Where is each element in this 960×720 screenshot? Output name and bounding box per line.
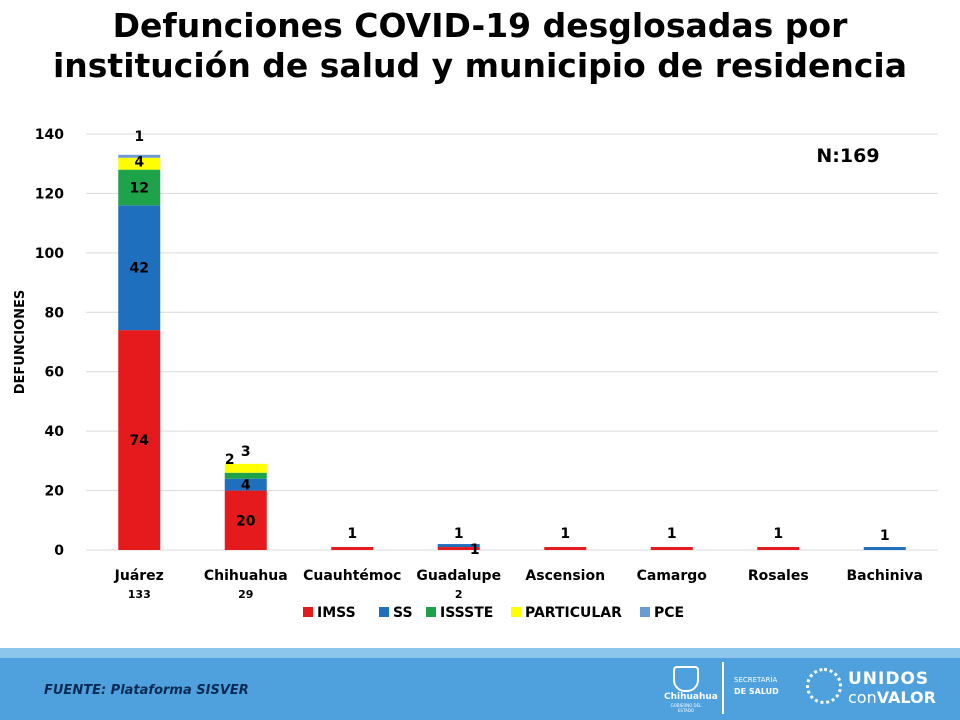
title-line-1: Defunciones COVID-19 desglosadas por bbox=[112, 6, 848, 45]
x-tick-label: Chihuahua bbox=[204, 568, 288, 584]
data-label: 1 bbox=[773, 526, 783, 542]
logo-divider bbox=[722, 662, 724, 714]
x-tick-label: Bachiniva bbox=[846, 568, 923, 584]
legend-swatch-ss bbox=[379, 607, 389, 617]
bar-ss bbox=[437, 544, 480, 548]
legend-label: ISSSTE bbox=[440, 605, 493, 621]
bar-pce bbox=[118, 154, 161, 158]
category-total-label: 29 bbox=[238, 588, 253, 601]
secretaria-line-1: SECRETARÍA bbox=[734, 676, 778, 684]
data-label: 1 bbox=[470, 542, 480, 558]
title-line-2: institución de salud y municipio de resi… bbox=[52, 46, 908, 85]
con-valor-text: conVALOR bbox=[848, 688, 936, 707]
y-tick-label: 120 bbox=[35, 186, 64, 202]
bar-particular bbox=[224, 463, 267, 473]
valor-text: VALOR bbox=[876, 688, 936, 707]
y-tick-label: 100 bbox=[35, 246, 64, 262]
legend-label: IMSS bbox=[317, 605, 356, 621]
data-label: 20 bbox=[236, 513, 256, 529]
bar-imss bbox=[757, 547, 800, 550]
data-label: 1 bbox=[347, 526, 357, 542]
chart-title: Defunciones COVID-19 desglosadas por ins… bbox=[0, 6, 960, 86]
unidos-text: UNIDOS bbox=[848, 669, 930, 689]
bar-imss bbox=[224, 490, 267, 550]
x-tick-label: Ascension bbox=[525, 568, 605, 584]
data-label: 74 bbox=[130, 433, 150, 449]
legend-label: PCE bbox=[654, 605, 684, 621]
bar-imss bbox=[118, 330, 161, 550]
shield-icon bbox=[673, 666, 699, 692]
source-text: FUENTE: Plataforma SISVER bbox=[44, 683, 249, 698]
legend-swatch-issste bbox=[426, 607, 436, 617]
bar-imss bbox=[650, 547, 693, 550]
secretaria-salud-logo: SECRETARÍA DE SALUD bbox=[734, 674, 779, 698]
y-tick-label: 140 bbox=[35, 127, 64, 143]
x-tick-label: Camargo bbox=[637, 568, 708, 584]
data-label: 1 bbox=[134, 129, 144, 145]
bar-imss bbox=[437, 547, 480, 550]
data-label: 42 bbox=[130, 261, 149, 277]
x-tick-label: Cuauhtémoc bbox=[303, 568, 401, 584]
footer-stripe bbox=[0, 648, 960, 658]
bar-imss bbox=[331, 547, 374, 550]
x-tick-label: Juárez bbox=[114, 568, 164, 584]
data-label: 4 bbox=[134, 155, 144, 171]
legend-swatch-pce bbox=[640, 607, 650, 617]
data-label: 2 bbox=[225, 452, 235, 468]
bar-imss bbox=[544, 547, 587, 550]
y-tick-label: 0 bbox=[54, 543, 64, 559]
bar-issste bbox=[224, 472, 267, 479]
footer-bar: FUENTE: Plataforma SISVER Chihuahua GOBI… bbox=[0, 648, 960, 720]
chihuahua-logo: Chihuahua GOBIERNO DEL ESTADO bbox=[664, 666, 718, 714]
legend-label: PARTICULAR bbox=[525, 605, 622, 621]
stacked-bar-chart: 020406080100120140DEFUNCIONES74421241204… bbox=[13, 127, 938, 621]
unidos-con-valor-logo: UNIDOS conVALOR bbox=[806, 666, 946, 712]
chihuahua-logo-subtext: GOBIERNO DEL ESTADO bbox=[670, 703, 702, 713]
y-tick-label: 60 bbox=[45, 365, 65, 381]
data-label: 1 bbox=[454, 526, 464, 542]
bar-issste bbox=[118, 169, 161, 206]
x-tick-label: Guadalupe bbox=[416, 568, 501, 584]
data-label: 3 bbox=[241, 444, 251, 460]
n-annotation: N:169 bbox=[816, 145, 879, 167]
data-label: 4 bbox=[241, 478, 251, 494]
legend-swatch-particular bbox=[511, 607, 521, 617]
y-axis-label: DEFUNCIONES bbox=[13, 290, 28, 395]
legend-swatch-imss bbox=[303, 607, 313, 617]
data-label: 1 bbox=[667, 526, 677, 542]
con-text: con bbox=[848, 688, 877, 707]
y-tick-label: 20 bbox=[45, 484, 65, 500]
chihuahua-logo-text: Chihuahua bbox=[664, 692, 718, 702]
secretaria-line-2: DE SALUD bbox=[734, 687, 779, 696]
bar-ss bbox=[224, 478, 267, 491]
bar-ss bbox=[118, 205, 161, 331]
y-tick-label: 80 bbox=[45, 305, 65, 321]
data-label: 1 bbox=[560, 526, 570, 542]
category-total-label: 133 bbox=[128, 588, 151, 601]
bar-ss bbox=[863, 547, 906, 550]
unidos-badge-icon bbox=[806, 668, 842, 704]
x-tick-label: Rosales bbox=[748, 568, 809, 584]
y-tick-label: 40 bbox=[45, 424, 65, 440]
bar-particular bbox=[118, 157, 161, 170]
category-total-label: 2 bbox=[455, 588, 463, 601]
legend-label: SS bbox=[393, 605, 413, 621]
data-label: 1 bbox=[880, 528, 890, 544]
data-label: 12 bbox=[130, 180, 149, 196]
